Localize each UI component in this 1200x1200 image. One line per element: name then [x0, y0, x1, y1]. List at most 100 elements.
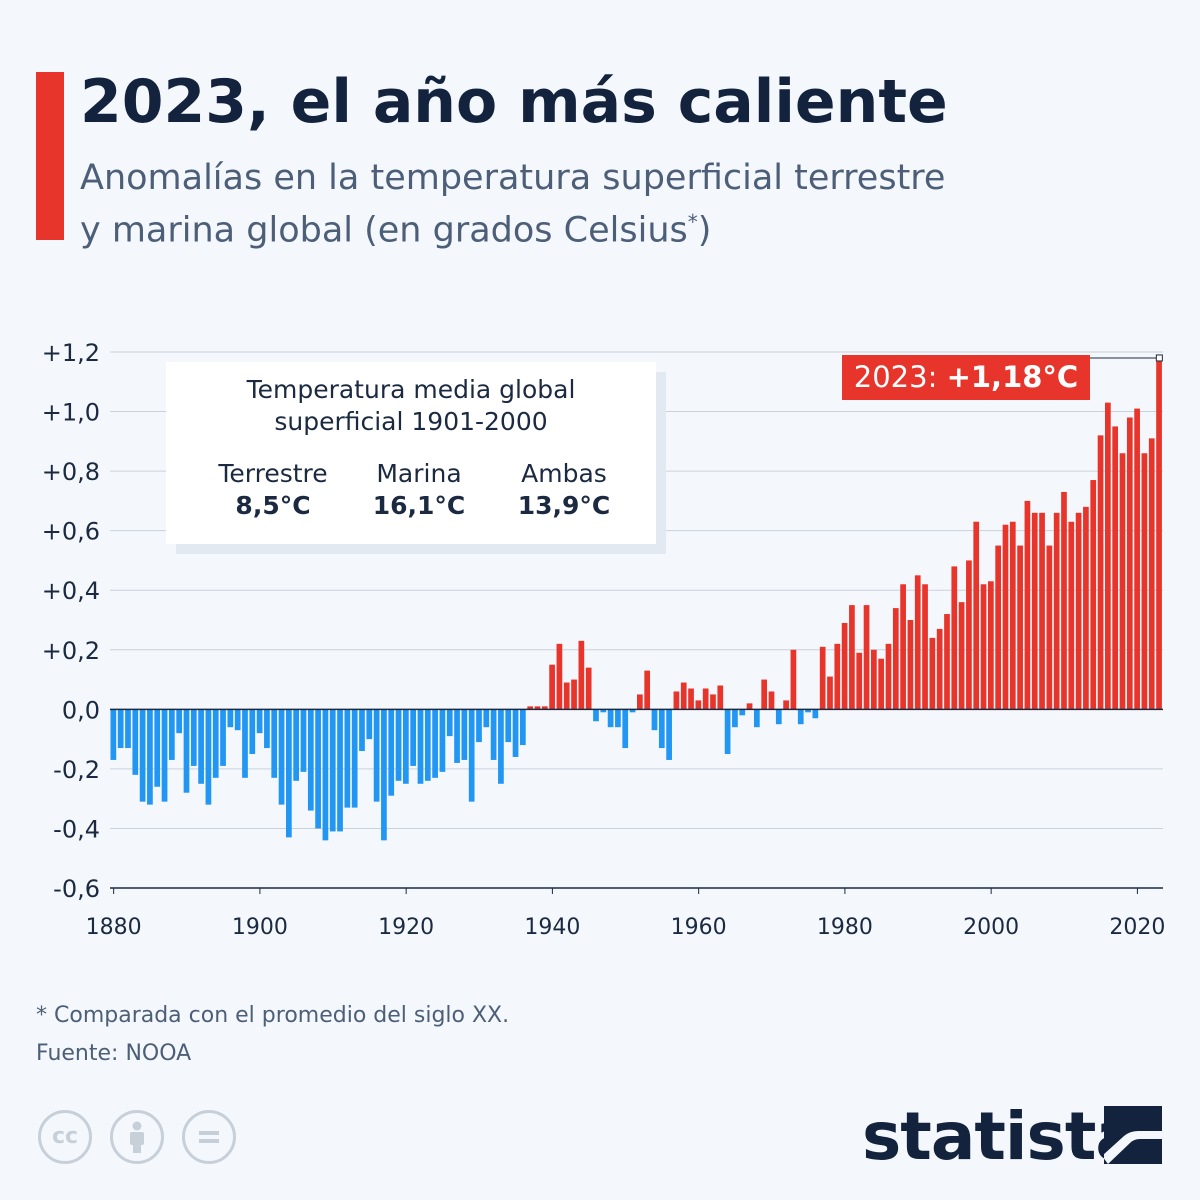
bar-1970: [768, 691, 775, 710]
bar-1967: [746, 703, 753, 710]
y-tick-label: +1,0: [42, 399, 100, 427]
bar-1948: [607, 709, 614, 728]
footnote: * Comparada con el promedio del siglo XX…: [36, 1003, 510, 1028]
info-col-terrestre: Terrestre 8,5°C: [198, 458, 348, 522]
bar-1976: [812, 709, 819, 719]
info-box-title-line-2: superficial 1901-2000: [274, 407, 548, 436]
bar-1902: [271, 709, 278, 778]
bar-1941: [556, 643, 563, 710]
bar-1969: [761, 679, 768, 710]
callout-value: +1,18°C: [946, 360, 1079, 394]
subtitle-line-2: y marina global (en grados Celsius: [80, 210, 688, 251]
bar-1984: [871, 649, 877, 710]
bar-2006: [1031, 512, 1038, 710]
bar-1916: [373, 709, 380, 802]
subtitle-end: ): [697, 210, 712, 251]
bar-1954: [651, 709, 658, 731]
bar-1938: [534, 706, 541, 710]
bar-1900: [256, 709, 263, 734]
bar-1911: [337, 709, 343, 832]
bar-1949: [615, 709, 621, 728]
bar-1924: [432, 709, 438, 778]
bar-1981: [849, 605, 855, 710]
info-box-title: Temperatura media global superficial 190…: [166, 374, 656, 438]
subtitle-line-1: Anomalías en la temperatura superficial …: [80, 158, 946, 198]
y-tick-label: 0,0: [62, 696, 100, 724]
bar-1910: [329, 709, 336, 832]
bar-1917: [381, 709, 387, 841]
bar-1978: [827, 676, 833, 710]
bar-1939: [541, 706, 548, 710]
statista-wordmark[interactable]: statista: [862, 1098, 1140, 1175]
bar-1913: [351, 709, 358, 808]
bar-1918: [388, 709, 395, 796]
bar-1895: [220, 709, 226, 766]
bar-1881: [117, 709, 124, 749]
bar-1973: [790, 649, 797, 710]
cc-license-icon[interactable]: cc: [38, 1110, 92, 1164]
bar-2022: [1148, 438, 1155, 710]
bar-1964: [724, 709, 731, 754]
bar-1985: [878, 658, 885, 710]
subtitle-footnote-mark: *: [687, 210, 698, 234]
bar-2005: [1024, 500, 1031, 710]
bar-1987: [892, 608, 899, 710]
tick-labels: +1,2 +1,0 +0,8 +0,6 +0,4 +0,2 0,0 -0,2 -0,4 -0,6 1…: [42, 339, 1166, 940]
source: Fuente: NOOA: [36, 1041, 192, 1066]
accent-bar: [36, 72, 64, 240]
attribution-icon[interactable]: [110, 1110, 164, 1164]
bars: [110, 357, 1162, 841]
y-tick-label: -0,6: [53, 875, 100, 903]
callout-leader: [1090, 354, 1163, 362]
bar-1965: [732, 709, 738, 728]
bar-1958: [680, 682, 687, 710]
bar-1998: [973, 521, 980, 710]
bar-1906: [300, 709, 307, 772]
bar-2011: [1068, 521, 1075, 710]
bar-2021: [1141, 453, 1148, 710]
page-title: 2023, el año más caliente: [80, 67, 948, 137]
bar-1892: [198, 709, 204, 784]
bar-1889: [176, 709, 183, 734]
bar-1961: [702, 688, 709, 710]
info-col-ambas: Ambas 13,9°C: [489, 458, 639, 522]
y-tick-label: +0,4: [42, 577, 100, 605]
bar-1885: [147, 709, 153, 805]
bar-1890: [183, 709, 190, 793]
info-col-value: 8,5°C: [235, 491, 311, 520]
x-tick-label: 1940: [524, 915, 580, 940]
bar-1999: [980, 584, 987, 710]
bar-1953: [644, 670, 651, 710]
bar-1919: [395, 709, 402, 781]
bar-2012: [1075, 512, 1082, 710]
bar-1925: [439, 709, 446, 772]
bar-1923: [424, 709, 431, 781]
bar-1993: [936, 628, 943, 710]
x-tick-label: 1880: [86, 915, 142, 940]
x-tick-label: 2000: [963, 915, 1019, 940]
y-tick-label: -0,4: [53, 815, 100, 843]
info-col-value: 16,1°C: [372, 491, 466, 520]
bar-1896: [227, 709, 234, 728]
bar-1943: [571, 679, 577, 710]
bar-1928: [461, 709, 468, 760]
bar-1991: [922, 584, 928, 710]
no-derivatives-icon[interactable]: [182, 1110, 236, 1164]
bar-2014: [1090, 480, 1097, 710]
bar-1908: [315, 709, 321, 829]
bar-1912: [344, 709, 351, 808]
statista-logo-icon[interactable]: [1104, 1106, 1162, 1164]
x-tick-label: 1960: [671, 915, 727, 940]
x-tick-label: 2020: [1109, 915, 1165, 940]
x-tick-label: 1900: [232, 915, 288, 940]
bar-1963: [717, 685, 724, 710]
bar-1901: [264, 709, 270, 749]
bar-1882: [125, 709, 131, 749]
y-tick-label: +0,2: [42, 637, 100, 665]
bar-1957: [673, 691, 680, 710]
equals-icon: [199, 1131, 219, 1143]
bar-1904: [286, 709, 292, 838]
bar-1989: [907, 620, 914, 710]
bar-1983: [863, 605, 870, 710]
bar-1972: [783, 700, 789, 710]
